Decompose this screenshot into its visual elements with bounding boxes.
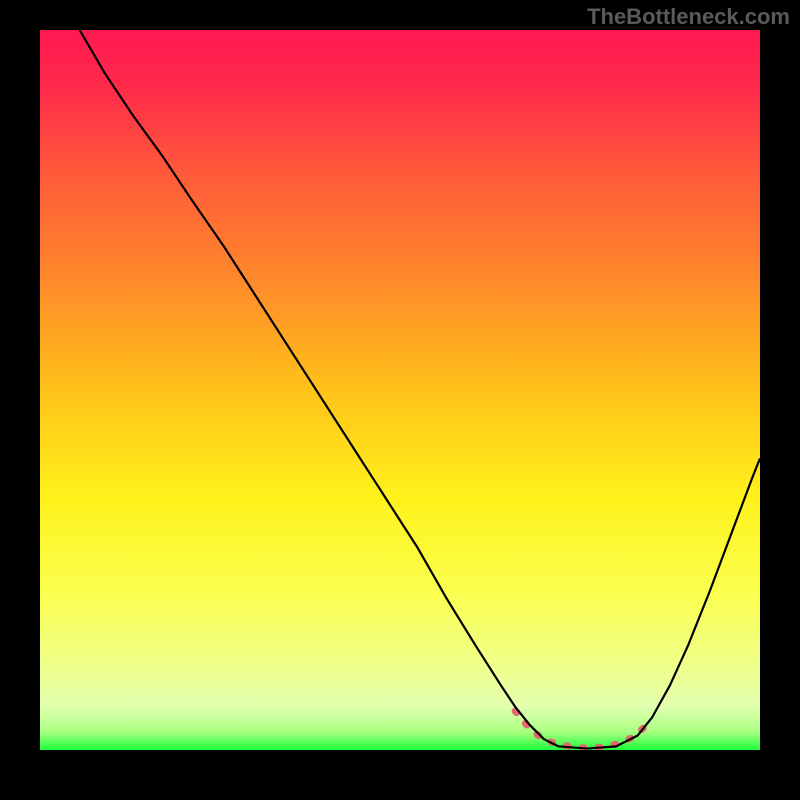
chart-container: TheBottleneck.com bbox=[0, 0, 800, 800]
main-curve bbox=[80, 30, 760, 749]
plot-area bbox=[40, 30, 760, 750]
watermark-text: TheBottleneck.com bbox=[587, 4, 790, 30]
curve-svg bbox=[40, 30, 760, 750]
